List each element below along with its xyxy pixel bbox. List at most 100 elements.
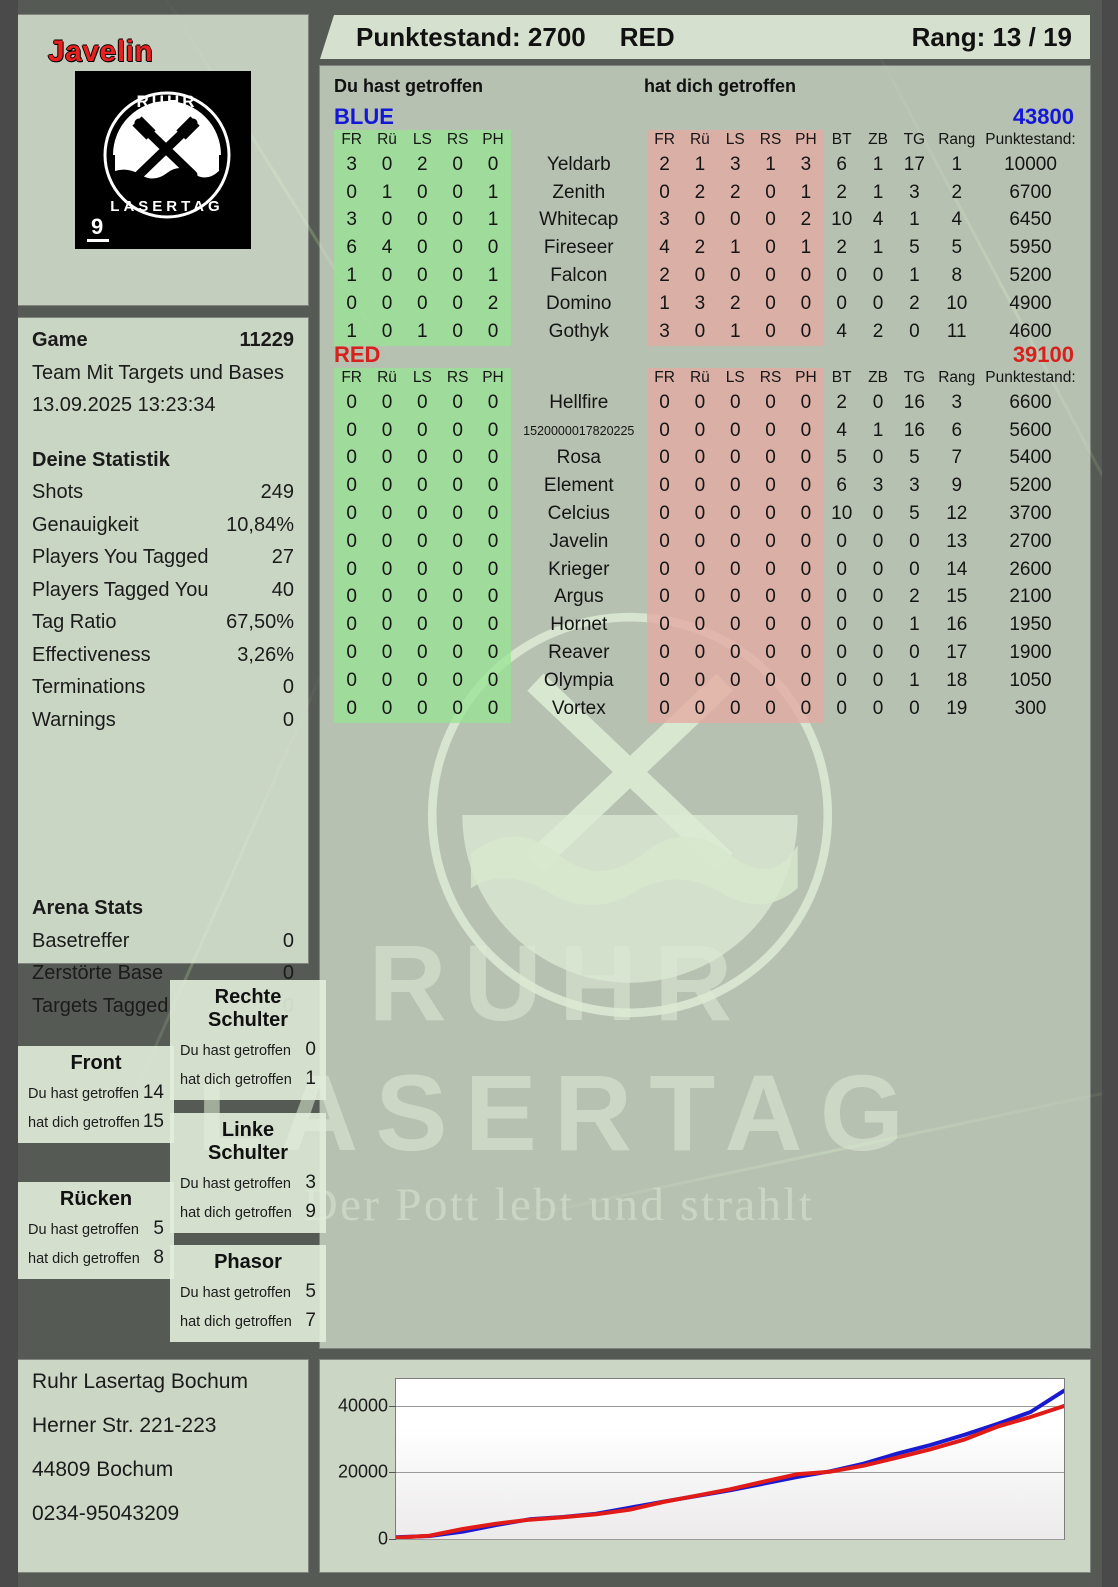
- table-row[interactable]: 0 0 0 0 0 Krieger 0 0 0 0 0 0 0 0 14 2600: [334, 555, 1080, 584]
- table-row[interactable]: 6 4 0 0 0 Fireseer 4 2 1 0 1 2 1 5 5 5950: [334, 234, 1080, 263]
- cell-you-hit: 0: [369, 151, 405, 179]
- cell-hit-you: 0: [752, 389, 789, 417]
- cell-hit-you: 2: [717, 289, 753, 318]
- score-progress-chart-panel: 0 20000 40000: [320, 1360, 1090, 1572]
- table-row[interactable]: 3 0 2 0 0 Yeldarb 2 1 3 1 3 6 1 17 1 10000: [334, 151, 1080, 179]
- col-header: Rü: [682, 130, 718, 151]
- cell-bt: 10: [831, 503, 853, 525]
- cell-hit-you: 1: [788, 178, 824, 207]
- col-header: PH: [788, 368, 824, 389]
- cell-you-hit: 0: [475, 389, 511, 417]
- table-row[interactable]: 0 0 0 0 0 Hornet 0 0 0 0 0 0 0 1 16 1950: [334, 611, 1080, 640]
- cell-hit-you: 0: [788, 472, 824, 501]
- cell-player-name: 1520000017820225: [523, 423, 635, 438]
- cell-you-hit: 0: [404, 639, 440, 667]
- cell-player-name: Vortex: [551, 697, 606, 719]
- cell-player-name: Krieger: [548, 558, 610, 580]
- table-row[interactable]: 0 0 0 0 0 1520000017820225 0 0 0 0 0 4 1 16 6 5600: [334, 416, 1080, 445]
- cell-hit-you: 1: [752, 151, 789, 179]
- cell-you-hit: 0: [439, 416, 476, 445]
- cell-hit-you: 0: [646, 389, 683, 417]
- cell-hit-you: 0: [717, 694, 753, 723]
- stat-row: Players You Tagged 27: [18, 541, 308, 574]
- table-row[interactable]: 3 0 0 0 1 Whitecap 3 0 0 0 2 10 4 1 4 6450: [334, 206, 1080, 235]
- table-row[interactable]: 0 0 0 0 0 Celcius 0 0 0 0 0 10 0 5 12 3700: [334, 500, 1080, 528]
- col-header: TG: [903, 131, 926, 148]
- cell-hit-you: 0: [788, 666, 824, 695]
- game-datetime: 13.09.2025 13:23:34: [32, 394, 216, 416]
- cell-rang: 1: [951, 153, 963, 175]
- team-name: BLUE: [334, 104, 394, 129]
- cell-points: 4900: [1009, 292, 1052, 314]
- col-header: PH: [475, 368, 511, 389]
- score-label: Punktestand: 2700: [356, 21, 586, 52]
- table-row[interactable]: 0 0 0 0 0 Rosa 0 0 0 0 0 5 0 5 7 5400: [334, 444, 1080, 473]
- team-title-row: RED 39100: [334, 342, 1080, 368]
- cell-points: 5950: [1009, 237, 1052, 259]
- bodypart-title: Rechte Schulter: [207, 986, 289, 1031]
- bodypart-box-right-shoulder: Rechte Schulter Du hast getroffen 0 hat …: [170, 980, 326, 1100]
- cell-tg: 0: [909, 558, 920, 580]
- cell-points: 2700: [1009, 530, 1052, 552]
- bodypart-gothit-value: 8: [153, 1247, 164, 1268]
- table-row[interactable]: 0 0 0 0 0 Argus 0 0 0 0 0 0 0 2 15 2100: [334, 583, 1080, 612]
- cell-hit-you: 0: [752, 262, 789, 290]
- col-header-name: [511, 368, 647, 389]
- game-mode: Team Mit Targets und Bases: [32, 361, 284, 384]
- bodypart-hit-label: Du hast getroffen: [28, 1086, 139, 1102]
- bodypart-hit-label: Du hast getroffen: [180, 1285, 291, 1301]
- stat-row-label: Effectiveness: [32, 643, 151, 666]
- cell-you-hit: 0: [334, 583, 370, 612]
- table-row[interactable]: 0 0 0 0 2 Domino 1 3 2 0 0 0 0 2 10 4900: [334, 289, 1080, 318]
- table-row[interactable]: 0 0 0 0 0 Vortex 0 0 0 0 0 0 0 0 19 300: [334, 694, 1080, 723]
- bodypart-hit-row: Du hast getroffen 3: [180, 1172, 316, 1194]
- cell-you-hit: 0: [475, 583, 511, 612]
- table-row[interactable]: 1 0 0 0 1 Falcon 2 0 0 0 0 0 0 1 8 5200: [334, 262, 1080, 290]
- cell-hit-you: 0: [752, 583, 789, 612]
- cell-bt: 0: [836, 265, 847, 287]
- cell-you-hit: 0: [334, 444, 370, 473]
- cell-hit-you: 0: [752, 234, 789, 263]
- col-header-name: [511, 130, 647, 151]
- cell-hit-you: 0: [682, 527, 718, 556]
- bodypart-hit-value: 14: [142, 1082, 164, 1103]
- bodypart-hit-row: Du hast getroffen 5: [180, 1281, 316, 1303]
- cell-bt: 2: [836, 181, 847, 203]
- cell-rang: 9: [951, 475, 963, 497]
- stat-row-value: 67,50%: [226, 611, 294, 633]
- cell-hit-you: 0: [646, 666, 683, 695]
- cell-you-hit: 0: [475, 444, 511, 473]
- address-line: Herner Str. 221-223: [32, 1414, 217, 1437]
- bodypart-hit-value: 5: [305, 1281, 316, 1302]
- table-row[interactable]: 0 1 0 0 1 Zenith 0 2 2 0 1 2 1 3 2 6700: [334, 178, 1080, 207]
- cell-you-hit: 0: [334, 527, 370, 556]
- cell-you-hit: 6: [334, 234, 370, 263]
- table-row[interactable]: 0 0 0 0 0 Javelin 0 0 0 0 0 0 0 0 13 2700: [334, 527, 1080, 556]
- cell-you-hit: 0: [369, 639, 405, 667]
- bodypart-hit-value: 5: [153, 1218, 164, 1239]
- cell-rang: 6: [951, 419, 963, 441]
- cell-player-name: Falcon: [550, 265, 608, 287]
- cell-you-hit: 4: [369, 234, 405, 263]
- table-row[interactable]: 0 0 0 0 0 Reaver 0 0 0 0 0 0 0 0 17 1900: [334, 639, 1080, 667]
- cell-you-hit: 3: [334, 151, 370, 179]
- bodypart-hit-row: Du hast getroffen 5: [28, 1218, 164, 1240]
- cell-hit-you: 0: [788, 416, 824, 445]
- stat-row-value: 10,84%: [226, 513, 294, 536]
- bodypart-gothit-value: 15: [142, 1111, 164, 1132]
- cell-hit-you: 0: [682, 666, 718, 695]
- stat-row-label: Warnings: [32, 708, 116, 731]
- cell-you-hit: 0: [475, 611, 511, 640]
- game-label: Game: [32, 329, 88, 351]
- cell-you-hit: 0: [439, 639, 476, 667]
- cell-you-hit: 0: [475, 416, 511, 445]
- cell-hit-you: 1: [682, 151, 718, 179]
- table-row[interactable]: 0 0 0 0 0 Element 0 0 0 0 0 6 3 3 9 5200: [334, 472, 1080, 501]
- bodypart-box-front: Front Du hast getroffen 14 hat dich getr…: [18, 1046, 174, 1143]
- cell-points: 1950: [1009, 614, 1052, 636]
- table-row[interactable]: 1 0 1 0 0 Gothyk 3 0 1 0 0 4 2 0 11 4600: [334, 317, 1080, 346]
- cell-you-hit: 0: [369, 500, 405, 528]
- cell-hit-you: 0: [752, 416, 789, 445]
- table-row[interactable]: 0 0 0 0 0 Hellfire 0 0 0 0 0 2 0 16 3 6600: [334, 389, 1080, 417]
- table-row[interactable]: 0 0 0 0 0 Olympia 0 0 0 0 0 0 0 1 18 1050: [334, 666, 1080, 695]
